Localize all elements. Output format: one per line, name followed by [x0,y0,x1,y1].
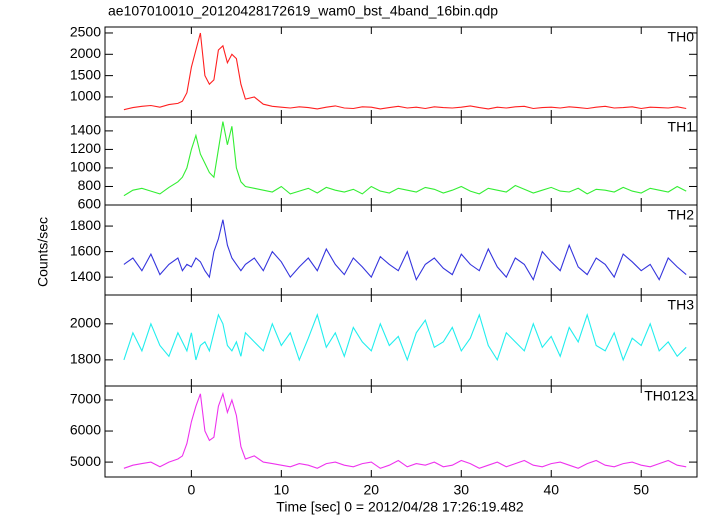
y-tick-label: 800 [78,177,102,193]
y-tick-label: 1400 [70,122,101,138]
y-tick-label: 7000 [70,391,101,407]
panel-label: TH2 [668,207,695,223]
panel-frame [104,204,698,296]
y-axis-label: Counts/sec [35,217,51,287]
y-tick-label: 1000 [70,88,101,104]
y-tick-label: 1500 [70,66,101,82]
y-tick-label: 1800 [70,217,101,233]
x-axis-label: Time [sec] 0 = 2012/04/28 17:26:19.482 [276,499,524,515]
y-tick-label: 5000 [70,453,101,469]
y-tick-label: 6000 [70,422,101,438]
y-tick-label: 600 [78,196,102,212]
panel-frame [104,385,698,478]
y-tick-label: 1800 [70,351,101,367]
light-curve [123,32,687,111]
panel-label: TH1 [668,119,695,135]
x-tick-label: 50 [633,482,649,498]
y-tick-label: 1400 [70,268,101,284]
light-curve [123,121,687,197]
y-tick-label: 2000 [70,315,101,331]
light-curve [123,391,687,469]
panel-frame [104,116,698,206]
light-curve [123,312,687,362]
y-tick-label: 1000 [70,159,101,175]
panel-label: TH3 [668,297,695,313]
panel-frame [104,294,698,387]
x-tick-label: 30 [453,482,469,498]
chart-title: ae107010010_20120428172619_wam0_bst_4ban… [108,3,498,19]
y-tick-label: 2000 [70,45,101,61]
x-tick-label: 40 [543,482,559,498]
panel-frame [104,26,698,118]
y-tick-label: 1600 [70,242,101,258]
x-tick-label: 0 [187,482,195,498]
x-tick-label: 10 [274,482,290,498]
y-tick-label: 2500 [70,24,101,40]
panel-label: TH0123 [644,388,694,404]
x-tick-label: 20 [364,482,380,498]
panel-label: TH0 [668,29,695,45]
light-curve [123,219,687,282]
y-tick-label: 1200 [70,140,101,156]
